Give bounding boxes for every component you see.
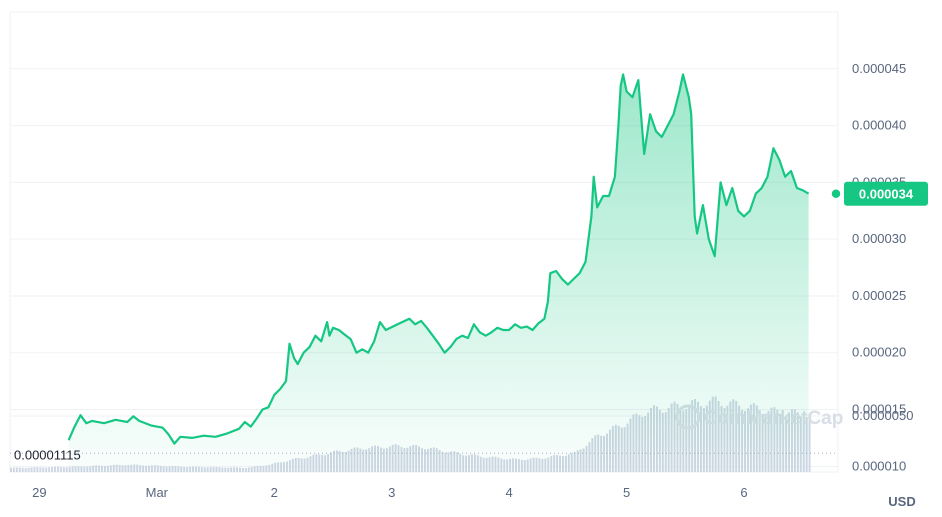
volume-bar — [39, 467, 42, 472]
x-tick-label: 4 — [506, 485, 513, 500]
volume-bar — [51, 466, 54, 472]
volume-bar — [18, 467, 21, 472]
x-axis: 29 Mar 2 3 4 5 6 — [32, 485, 748, 500]
volume-bar — [33, 467, 36, 472]
currency-label: USD — [888, 494, 915, 509]
y-tick-label: 0.000040 — [852, 118, 906, 133]
volume-bar — [24, 467, 27, 472]
reference-line-group: 0.00001115 — [10, 447, 838, 462]
volume-bar — [27, 467, 30, 472]
volume-bar — [10, 467, 12, 472]
y-tick-label: 0.000010 — [852, 458, 906, 473]
y-tick-label: 0.000045 — [852, 61, 906, 76]
current-price-badge: 0.000034 — [830, 181, 928, 206]
volume-bar — [12, 467, 15, 472]
volume-bar — [30, 467, 33, 472]
volume-bar — [808, 413, 811, 472]
x-tick-label: Mar — [146, 485, 169, 500]
y-tick-label: 0.000025 — [852, 288, 906, 303]
x-tick-label: 29 — [32, 485, 46, 500]
volume-tick-label: 0.0000050 — [852, 408, 913, 423]
volume-bar — [56, 466, 59, 472]
current-price-dot — [830, 187, 842, 200]
volume-bar — [48, 467, 51, 472]
price-area — [68, 74, 809, 472]
current-price-badge-text: 0.000034 — [859, 187, 914, 202]
volume-bar — [54, 466, 56, 472]
price-line-path — [67, 73, 810, 445]
volume-bar — [21, 467, 24, 472]
volume-bar — [42, 467, 45, 472]
volume-bar — [59, 466, 62, 472]
y-tick-label: 0.000015 — [852, 402, 906, 417]
volume-bar — [36, 467, 39, 472]
volume-bar — [15, 467, 18, 472]
x-tick-label: 6 — [740, 485, 747, 500]
y-tick-label: 0.000020 — [852, 345, 906, 360]
x-tick-label: 3 — [388, 485, 395, 500]
x-tick-label: 5 — [623, 485, 630, 500]
y-axis: 0.000010 0.000015 0.000020 0.000025 0.000030… — [852, 61, 913, 474]
price-area-fill — [68, 74, 809, 472]
price-line — [67, 73, 810, 445]
x-tick-label: 2 — [271, 485, 278, 500]
current-price-badge-bg — [844, 181, 928, 206]
volume-bar — [65, 467, 68, 472]
y-tick-label: 0.000030 — [852, 231, 906, 246]
volume-bar — [45, 467, 48, 472]
volume-bar — [62, 467, 65, 472]
reference-price-label: 0.00001115 — [14, 447, 81, 462]
